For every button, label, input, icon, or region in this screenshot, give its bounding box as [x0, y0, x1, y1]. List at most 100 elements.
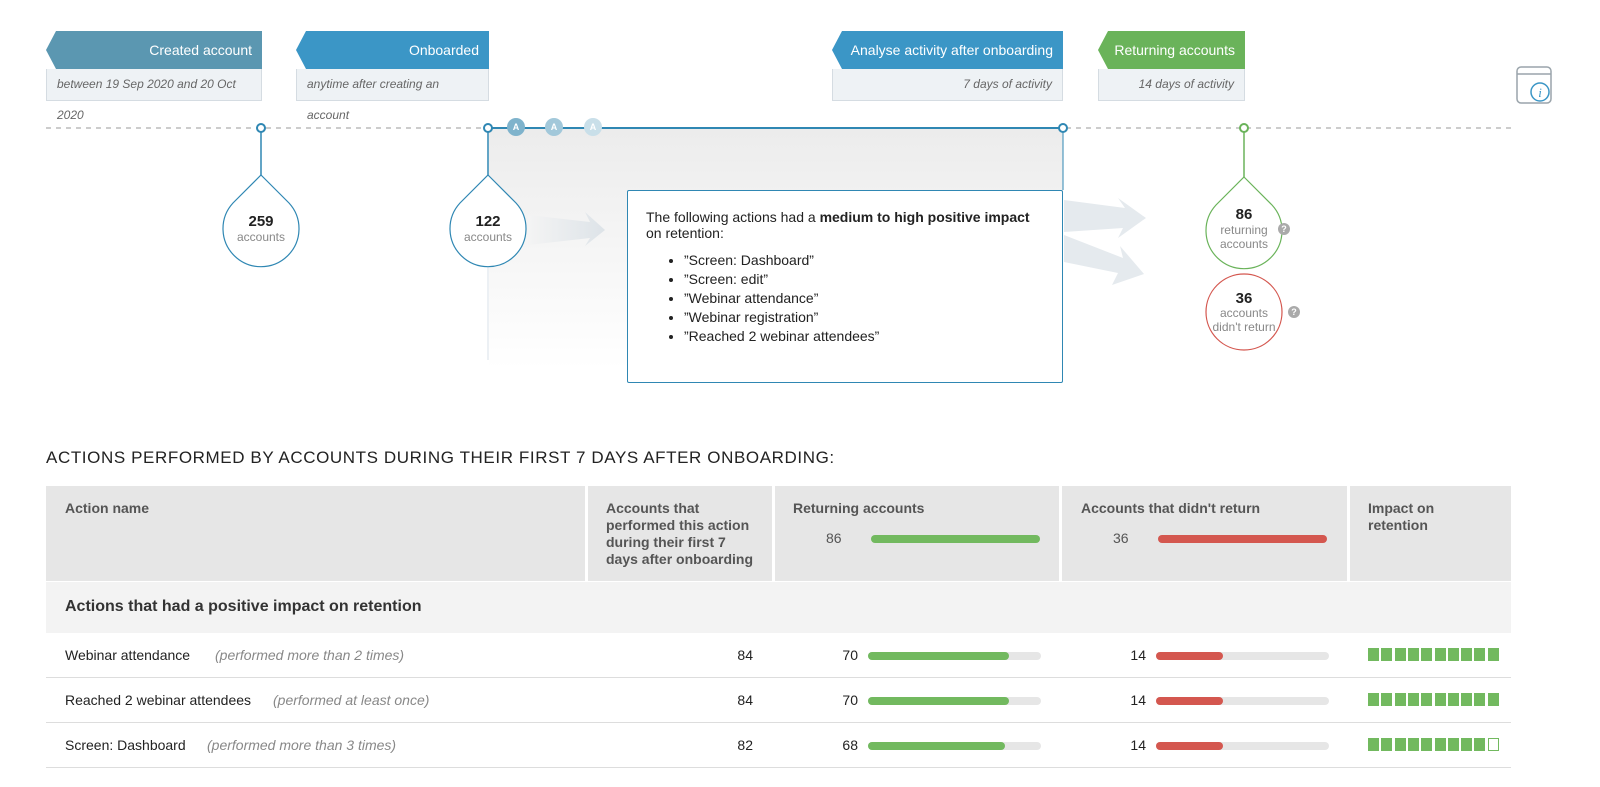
info-icon[interactable]: i [1514, 64, 1554, 106]
not-returned-bar [1156, 652, 1329, 660]
not-returned-total-bar [1158, 535, 1327, 543]
help-icon[interactable]: ? [1278, 223, 1290, 235]
not-returned-bar-fill [1156, 742, 1224, 750]
flow-arrow-return [1064, 198, 1146, 238]
table-header-performed: Accounts that performed this action duri… [588, 486, 772, 581]
list-item: ”Reached 2 webinar attendees” [684, 327, 1044, 346]
impact-square-filled [1461, 648, 1473, 661]
column-header-returning[interactable]: Returning accounts [793, 500, 925, 516]
stage-onboarded-subtitle: anytime after creating an account [296, 69, 489, 122]
list-item: ”Webinar registration” [684, 308, 1044, 327]
impact-square-empty [1487, 738, 1499, 751]
help-icon[interactable]: ? [1288, 306, 1300, 318]
timeline-marker-a[interactable]: A [507, 118, 525, 136]
group-row: Actions that had a positive impact on re… [46, 582, 1511, 633]
returning-total-bar [871, 535, 1040, 543]
not-returned-bar-fill [1156, 652, 1224, 660]
impact-square-filled [1434, 738, 1446, 751]
svg-text:i: i [1538, 85, 1542, 100]
impact-square-filled [1487, 693, 1499, 706]
timeline-node-analysis-end [1058, 123, 1068, 133]
onboarded-bubble [449, 174, 527, 268]
impact-square-filled [1487, 648, 1499, 661]
not-returned-bubble [1205, 273, 1283, 351]
list-item: ”Screen: Dashboard” [684, 251, 1044, 270]
impact-square-filled [1394, 738, 1406, 751]
impact-square-filled [1474, 693, 1486, 706]
table-header-action: Action name [46, 486, 585, 581]
impact-square-filled [1421, 693, 1433, 706]
impact-summary-box: The following actions had a medium to hi… [627, 190, 1063, 383]
timeline-node-returning [1239, 123, 1249, 133]
timeline-node-onboarded [483, 123, 493, 133]
onboarded-count: 122 [475, 213, 501, 230]
not-returned-bar [1156, 697, 1329, 705]
created-count-label: accounts [236, 230, 286, 244]
created-bubble [222, 174, 300, 268]
returning-total: 86 [826, 530, 842, 546]
section-title: ACTIONS PERFORMED BY ACCOUNTS DURING THE… [46, 448, 835, 467]
impact-square-filled [1421, 648, 1433, 661]
stage-created-subtitle: between 19 Sep 2020 and 20 Oct 2020 [46, 69, 262, 122]
not-returned-count-label: didn't return [1212, 320, 1276, 334]
impact-square-filled [1447, 693, 1459, 706]
returning-count: 86 [1235, 206, 1253, 223]
stage-onboarded-header: Onboarded [296, 31, 489, 69]
impact-square-filled [1394, 648, 1406, 661]
action-condition: (performed at least once) [273, 692, 430, 708]
impact-summary-text: The following actions had a medium to hi… [646, 209, 1030, 241]
stage-returning-subtitle: 14 days of activity [1098, 69, 1245, 101]
impact-square-filled [1407, 738, 1419, 751]
table-row[interactable]: Screen: Dashboard (performed more than 3 … [46, 723, 1511, 768]
column-header-action-name[interactable]: Action name [65, 500, 150, 516]
impact-square-filled [1368, 648, 1379, 661]
not-returned-total: 36 [1113, 530, 1129, 546]
table-row[interactable]: Webinar attendance (performed more than 2… [46, 633, 1511, 678]
timeline-node-created [256, 123, 266, 133]
timeline-marker-a[interactable]: A [545, 118, 563, 136]
impact-action-list: ”Screen: Dashboard” ”Screen: edit” ”Webi… [646, 251, 1044, 346]
impact-square-filled [1447, 648, 1459, 661]
impact-square-filled [1447, 738, 1459, 751]
column-header-not-returned[interactable]: Accounts that didn't return [1081, 500, 1261, 516]
performed-count: 84 [737, 647, 753, 663]
not-returned-count-cell: 14 [1130, 737, 1146, 753]
action-name: Screen: Dashboard [65, 737, 186, 753]
list-item: ”Screen: edit” [684, 270, 1044, 289]
performed-count: 84 [737, 692, 753, 708]
impact-meter [1368, 723, 1508, 767]
column-header-performed[interactable]: Accounts that performed this action duri… [606, 500, 754, 567]
impact-square-filled [1474, 738, 1486, 751]
column-header-impact[interactable]: Impact on retention [1368, 500, 1435, 533]
stage-created-header: Created account [46, 31, 262, 69]
list-item: ”Webinar attendance” [684, 289, 1044, 308]
impact-square-filled [1407, 693, 1419, 706]
returning-bar [868, 697, 1041, 705]
created-count: 259 [248, 213, 274, 230]
flow-arrow-not-return [1064, 235, 1144, 285]
not-returned-count: 36 [1235, 290, 1253, 307]
returning-bar [868, 652, 1041, 660]
returning-count-cell: 70 [842, 647, 858, 663]
impact-square-filled [1394, 693, 1406, 706]
impact-square-filled [1461, 693, 1473, 706]
table-row[interactable]: Reached 2 webinar attendees (performed at… [46, 678, 1511, 723]
returning-count-label: accounts [1219, 237, 1269, 251]
not-returned-count-cell: 14 [1130, 692, 1146, 708]
table-header-not-returned: Accounts that didn't return 36 [1062, 486, 1347, 581]
impact-meter [1368, 678, 1508, 722]
not-returned-bar-fill [1156, 697, 1224, 705]
impact-square-filled [1381, 693, 1393, 706]
impact-square-filled [1461, 738, 1473, 751]
impact-square-filled [1434, 648, 1446, 661]
impact-square-filled [1381, 738, 1393, 751]
impact-square-filled [1407, 648, 1419, 661]
action-name: Webinar attendance [65, 647, 191, 663]
not-returned-count-cell: 14 [1130, 647, 1146, 663]
table-header-impact: Impact on retention [1350, 486, 1511, 581]
not-returned-bar [1156, 742, 1329, 750]
timeline-marker-a[interactable]: A [584, 118, 602, 136]
impact-square-filled [1368, 693, 1379, 706]
impact-meter [1368, 633, 1508, 677]
stage-analysis-header: Analyse activity after onboarding [832, 31, 1063, 69]
